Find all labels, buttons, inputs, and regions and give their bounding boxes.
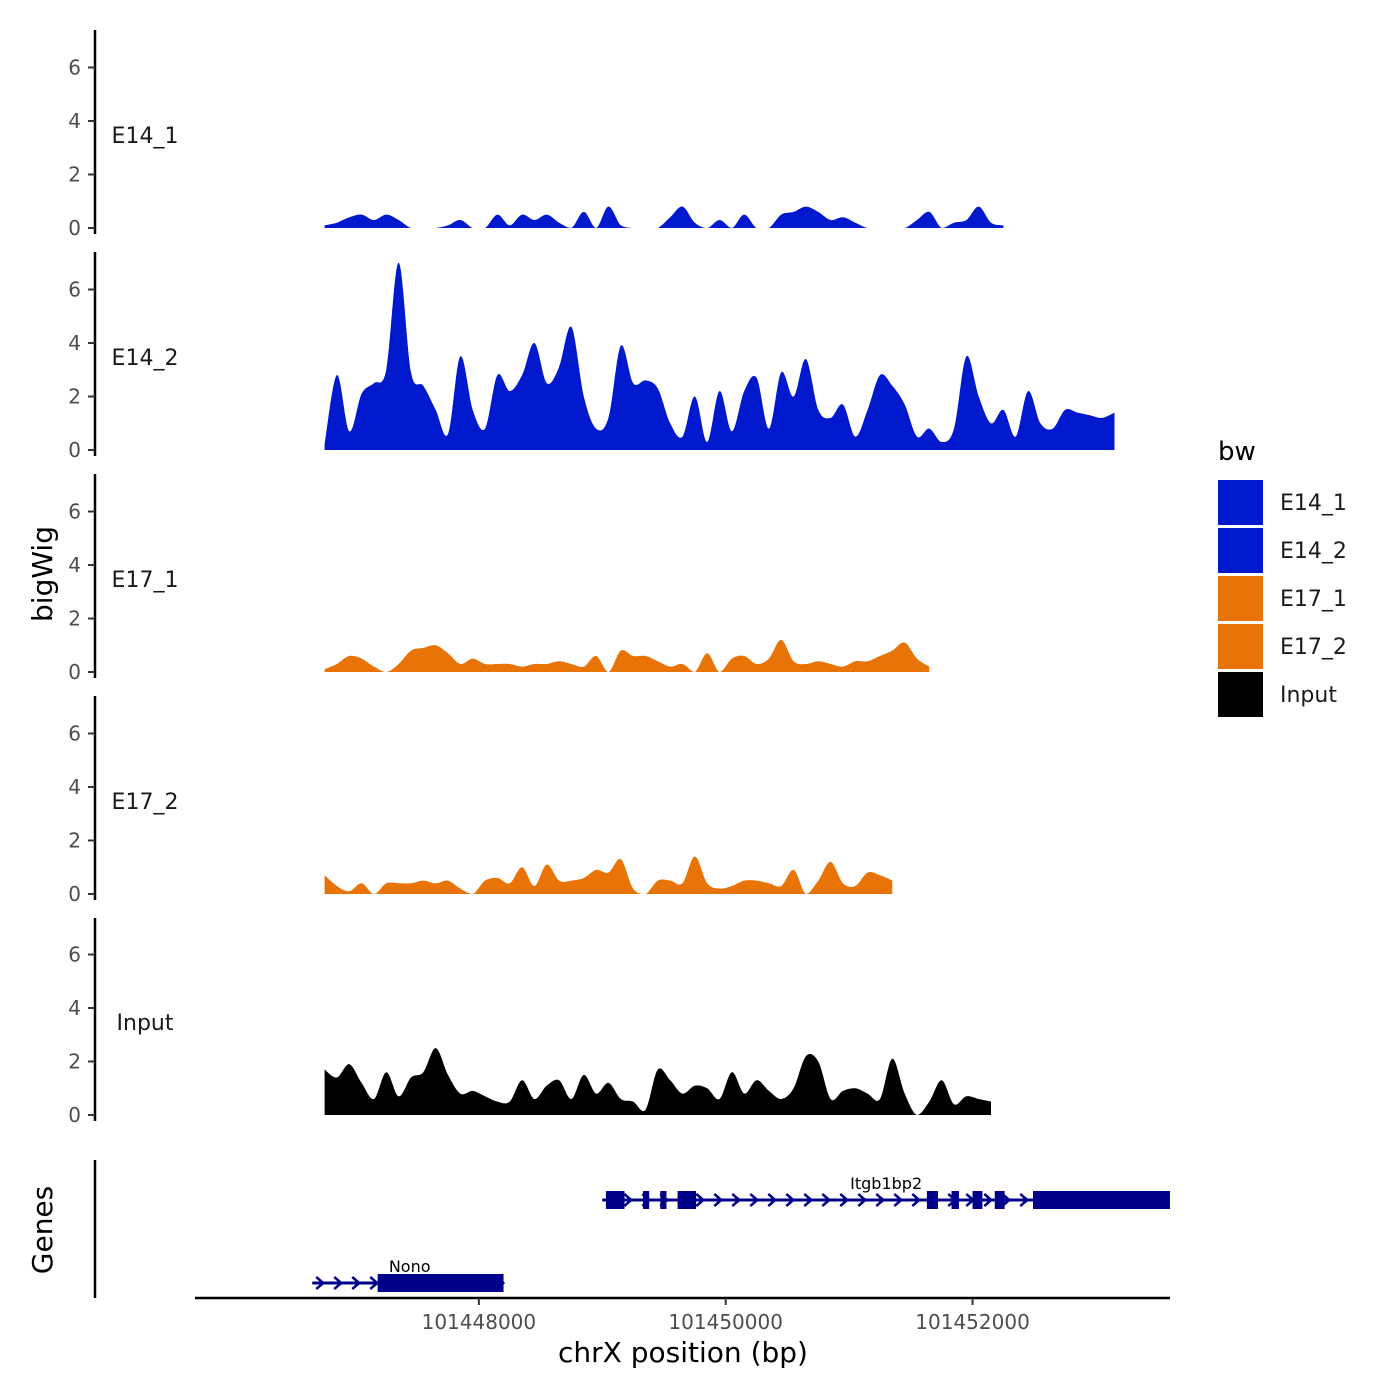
y-tick-label: 0 (68, 882, 81, 906)
y-tick-label: 0 (68, 438, 81, 462)
x-tick-label: 101452000 (915, 1310, 1030, 1334)
gene-exon (951, 1191, 959, 1209)
strand-arrow (1019, 1193, 1030, 1207)
gene-exon (972, 1191, 983, 1209)
strand-arrow (333, 1276, 344, 1290)
y-tick-label: 0 (68, 1103, 81, 1127)
track-label: E17_2 (112, 790, 179, 815)
strand-arrow (875, 1193, 886, 1207)
strand-arrow (803, 1193, 814, 1207)
strand-arrow (839, 1193, 850, 1207)
gene-exon (994, 1191, 1005, 1209)
signal-area-E17_1 (324, 639, 930, 672)
strand-arrow (767, 1193, 778, 1207)
genes-axis-title: Genes (26, 1186, 59, 1274)
genes-panel: Itgb1bp2 Nono (93, 1160, 1170, 1298)
strand-arrow (857, 1193, 868, 1207)
gene-Nono: Nono (312, 1257, 506, 1292)
legend-label: Input (1280, 683, 1337, 708)
y-tick-label: 2 (68, 607, 81, 631)
strand-arrow (713, 1193, 724, 1207)
y-tick-label: 6 (68, 500, 81, 524)
strand-arrow (983, 1193, 994, 1207)
bigwig-tracks: 0 2 4 6 E14_1 0 2 4 6 E14_2 0 2 4 6 E17_1 0 2 4 6 E17_2 0 2 4 6… (68, 30, 1115, 1127)
legend-item-Input: Input (1218, 672, 1337, 717)
track-E17_2: 0 2 4 6 E17_2 (68, 696, 893, 906)
y-axis-title: bigWig (26, 526, 59, 622)
gene-exon (605, 1191, 625, 1209)
strand-arrow (911, 1193, 922, 1207)
strand-arrow (369, 1276, 380, 1290)
strand-arrow (785, 1193, 796, 1207)
y-tick-label: 2 (68, 163, 81, 187)
y-tick-label: 6 (68, 722, 81, 746)
y-tick-label: 2 (68, 385, 81, 409)
y-tick-label: 0 (68, 660, 81, 684)
track-E17_1: 0 2 4 6 E17_1 (68, 474, 930, 684)
x-axis: 101448000 101450000 101452000 (195, 1296, 1170, 1334)
legend-label: E14_1 (1280, 491, 1347, 516)
track-E14_2: 0 2 4 6 E14_2 (68, 252, 1115, 462)
legend-item-E14_1: E14_1 (1218, 480, 1347, 525)
y-tick-label: 4 (68, 775, 81, 799)
strand-arrow (731, 1193, 742, 1207)
signal-area-E17_2 (324, 856, 893, 894)
strand-arrow (893, 1193, 904, 1207)
y-tick-label: 4 (68, 996, 81, 1020)
legend-title: bw (1218, 437, 1256, 467)
legend-item-E14_2: E14_2 (1218, 528, 1347, 573)
legend-item-E17_2: E17_2 (1218, 624, 1347, 669)
legend-swatch (1218, 576, 1263, 621)
legend-swatch (1218, 672, 1263, 717)
y-tick-label: 2 (68, 1050, 81, 1074)
gene-label: Nono (389, 1257, 431, 1276)
strand-arrow (821, 1193, 832, 1207)
legend-item-E17_1: E17_1 (1218, 576, 1347, 621)
legend-swatch (1218, 480, 1263, 525)
legend-swatch (1218, 624, 1263, 669)
gene-exon (1033, 1191, 1170, 1209)
y-tick-label: 4 (68, 331, 81, 355)
x-tick-label: 101450000 (668, 1310, 783, 1334)
y-tick-label: 2 (68, 829, 81, 853)
strand-arrow (351, 1276, 362, 1290)
track-label: E17_1 (112, 568, 179, 593)
track-Input: 0 2 4 6 Input (68, 918, 992, 1127)
strand-arrow (315, 1276, 326, 1290)
legend: bw E14_1 E14_2 E17_1 E17_2 Input (1218, 437, 1347, 717)
track-label: E14_2 (112, 346, 179, 371)
signal-area-E14_2 (324, 262, 1115, 450)
gene-exon (643, 1191, 650, 1209)
track-label: Input (117, 1011, 174, 1036)
legend-label: E14_2 (1280, 539, 1347, 564)
gene-exon (926, 1191, 938, 1209)
gene-label: Itgb1bp2 (850, 1174, 922, 1193)
strand-arrow (749, 1193, 760, 1207)
y-tick-label: 6 (68, 278, 81, 302)
y-tick-label: 6 (68, 943, 81, 967)
gene-exon (660, 1191, 667, 1209)
gene-exon (677, 1191, 697, 1209)
gene-exon (377, 1274, 504, 1292)
signal-area-E14_1 (324, 206, 1004, 228)
x-axis-title: chrX position (bp) (558, 1336, 808, 1369)
legend-label: E17_2 (1280, 635, 1347, 660)
legend-swatch (1218, 528, 1263, 573)
track-E14_1: 0 2 4 6 E14_1 (68, 30, 1004, 240)
y-tick-label: 0 (68, 216, 81, 240)
legend-label: E17_1 (1280, 587, 1347, 612)
x-tick-label: 101448000 (422, 1310, 537, 1334)
track-label: E14_1 (112, 124, 179, 149)
strand-arrow (623, 1193, 634, 1207)
y-tick-label: 4 (68, 553, 81, 577)
signal-area-Input (324, 1048, 992, 1115)
y-tick-label: 4 (68, 109, 81, 133)
y-tick-label: 6 (68, 56, 81, 80)
gene-Itgb1bp2: Itgb1bp2 (602, 1174, 1170, 1209)
strand-arrow (695, 1193, 706, 1207)
